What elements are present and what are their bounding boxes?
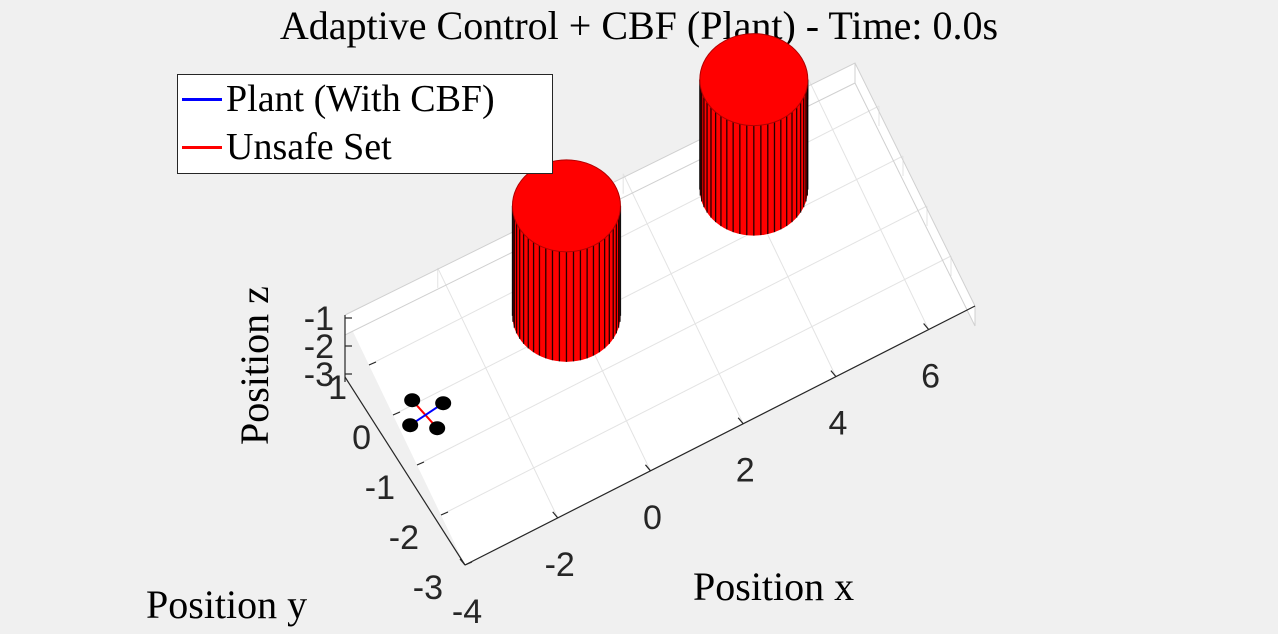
y-tick-label: -3 — [413, 569, 443, 607]
rotor-3 — [402, 418, 419, 433]
legend-item-plant: Plant (With CBF) — [182, 76, 495, 122]
axis-lines — [344, 305, 976, 566]
y-tick-label: -1 — [365, 469, 395, 507]
legend-label-plant: Plant (With CBF) — [226, 78, 495, 120]
legend-label-unsafe: Unsafe Set — [226, 126, 392, 168]
quadrotor-vehicle — [402, 393, 452, 436]
unsafe-cylinder-1 — [511, 159, 622, 362]
x-tick-label: -2 — [545, 546, 575, 584]
floor-plane — [345, 63, 975, 565]
y-tick-label: 1 — [328, 369, 347, 407]
legend-swatch-unsafe — [182, 145, 222, 149]
rotor-4 — [429, 421, 446, 436]
x-tick-label: 0 — [643, 499, 662, 537]
x-tick-label: 4 — [828, 405, 847, 443]
unsafe-cylinder-2 — [699, 33, 809, 236]
y-axis-label: Position y — [146, 582, 307, 627]
y-tick-label: -2 — [389, 519, 419, 557]
legend: Plant (With CBF) Unsafe Set — [177, 74, 553, 174]
z-tick-label: -2 — [304, 328, 334, 366]
x-tick-label: 6 — [921, 358, 940, 396]
rotor-1 — [404, 393, 421, 408]
z-tick-label: -3 — [304, 356, 334, 394]
side-wall — [855, 63, 975, 326]
z-axis-label: Position z — [232, 286, 277, 445]
legend-item-unsafe: Unsafe Set — [182, 124, 392, 170]
x-tick-label: 2 — [736, 452, 755, 490]
chart-title: Adaptive Control + CBF (Plant) - Time: 0… — [279, 3, 999, 48]
x-axis-label: Position x — [693, 564, 854, 609]
rotor-2 — [435, 396, 452, 411]
z-tick-label: -1 — [304, 300, 334, 338]
x-tick-label: -4 — [452, 593, 482, 631]
unsafe-set-obstacles — [511, 33, 809, 362]
y-tick-label: 0 — [352, 419, 371, 457]
legend-swatch-plant — [182, 97, 222, 101]
